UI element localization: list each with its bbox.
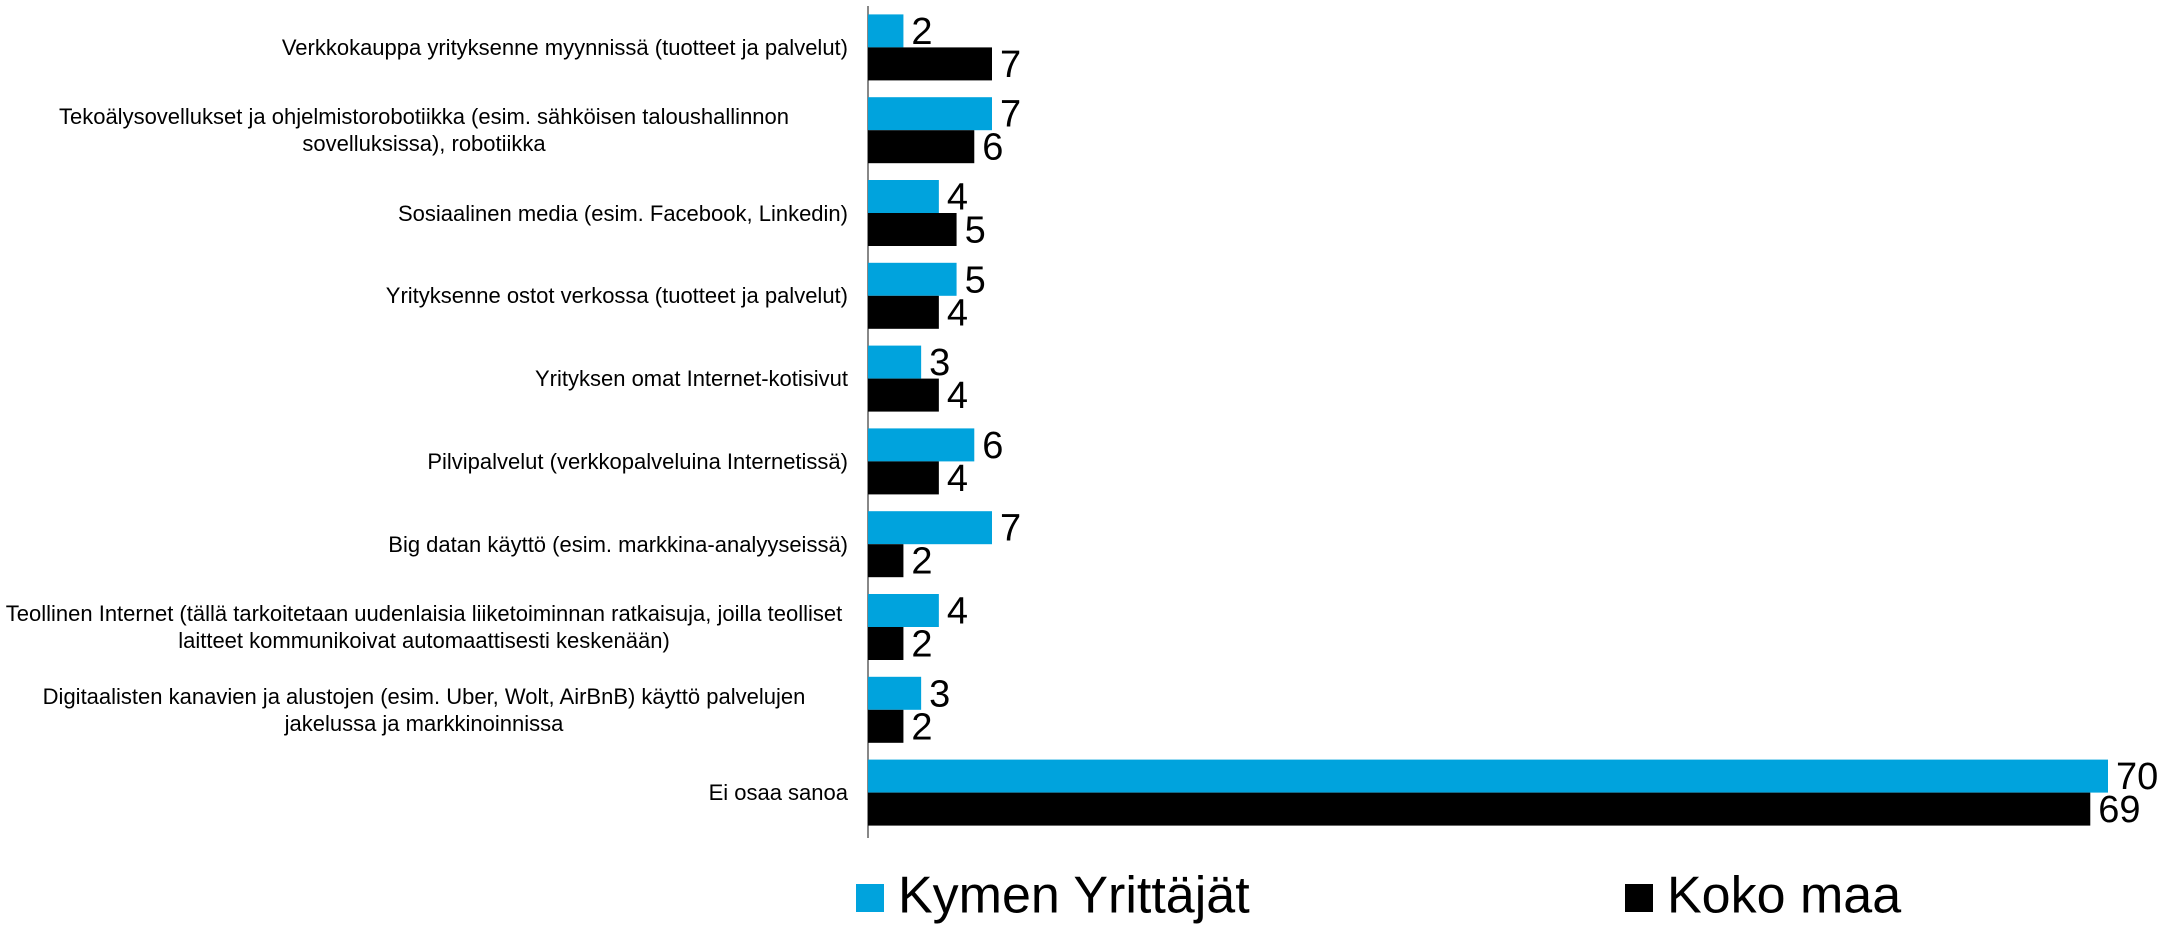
legend-swatch bbox=[1625, 884, 1653, 912]
legend-label: Kymen Yrittäjät bbox=[898, 867, 1250, 925]
value-label: 7 bbox=[1000, 44, 1021, 86]
value-label: 2 bbox=[911, 624, 932, 666]
bar bbox=[868, 213, 957, 246]
category-label-box: Teollinen Internet (tällä tarkoitetaan u… bbox=[0, 587, 848, 667]
y-tick-label: Yrityksenne ostot verkossa (tuotteet ja … bbox=[385, 283, 848, 309]
bar bbox=[868, 627, 904, 660]
bar bbox=[868, 511, 992, 545]
value-label: 70 bbox=[2116, 756, 2158, 798]
bar bbox=[868, 345, 922, 379]
y-tick-label: Pilvipalvelut (verkkopalveluina Internet… bbox=[427, 448, 848, 474]
value-label: 6 bbox=[982, 127, 1003, 169]
bar bbox=[868, 544, 904, 578]
bar bbox=[868, 461, 939, 495]
value-label: 2 bbox=[911, 541, 932, 583]
legend-swatch bbox=[856, 884, 884, 912]
y-tick-label: Sosiaalinen media (esim. Facebook, Linke… bbox=[397, 200, 848, 226]
value-label: 7 bbox=[1000, 508, 1021, 550]
bar bbox=[868, 295, 939, 329]
value-label: 7 bbox=[1000, 94, 1021, 136]
value-label: 69 bbox=[2098, 789, 2140, 831]
category-label-box: Yrityksenne ostot verkossa (tuotteet ja … bbox=[0, 256, 848, 336]
category-label-box: Digitaalisten kanavien ja alustojen (esi… bbox=[0, 670, 848, 750]
bar bbox=[868, 47, 992, 81]
value-label: 6 bbox=[982, 425, 1003, 467]
bar bbox=[868, 792, 2091, 826]
value-label: 3 bbox=[929, 342, 950, 384]
y-tick-label: Big datan käyttö (esim. markkina-analyys… bbox=[388, 531, 848, 557]
value-label: 4 bbox=[947, 177, 968, 219]
y-tick-label: Yrityksen omat Internet-kotisivut bbox=[534, 366, 848, 392]
value-label: 5 bbox=[965, 259, 986, 301]
value-label: 4 bbox=[947, 292, 968, 334]
legend-label: Koko maa bbox=[1667, 867, 1901, 925]
y-tick-label: Teollinen Internet (tällä tarkoitetaan u… bbox=[5, 601, 843, 653]
category-label-box: Sosiaalinen media (esim. Facebook, Linke… bbox=[0, 173, 848, 253]
category-label-box: Verkkokauppa yrityksenne myynnissä (tuot… bbox=[0, 7, 848, 87]
value-label: 2 bbox=[911, 11, 932, 53]
y-tick-label: Tekoälysovellukset ja ohjelmistorobotiik… bbox=[58, 104, 790, 157]
bar bbox=[868, 97, 992, 131]
category-label-box: Yrityksen omat Internet-kotisivut bbox=[0, 339, 848, 419]
bar bbox=[868, 180, 939, 213]
value-label: 5 bbox=[965, 210, 986, 252]
bar bbox=[868, 428, 975, 462]
bar bbox=[868, 759, 2108, 793]
bar bbox=[868, 594, 939, 627]
bar bbox=[868, 378, 939, 412]
bar bbox=[868, 262, 957, 296]
category-label-box: Pilvipalvelut (verkkopalveluina Internet… bbox=[0, 421, 848, 501]
bar bbox=[868, 676, 922, 710]
value-label: 2 bbox=[911, 706, 932, 748]
value-label: 4 bbox=[947, 375, 968, 417]
y-tick-label: Verkkokauppa yrityksenne myynnissä (tuot… bbox=[281, 34, 848, 60]
bar bbox=[868, 14, 904, 48]
bar bbox=[868, 709, 904, 743]
value-label: 3 bbox=[929, 673, 950, 715]
category-label-box: Big datan käyttö (esim. markkina-analyys… bbox=[0, 504, 848, 584]
category-label-box: Ei osaa sanoa bbox=[0, 753, 848, 833]
value-label: 4 bbox=[947, 458, 968, 500]
y-tick-label: Ei osaa sanoa bbox=[708, 780, 848, 806]
category-label-box: Tekoälysovellukset ja ohjelmistorobotiik… bbox=[0, 90, 848, 170]
y-tick-label: Digitaalisten kanavien ja alustojen (esi… bbox=[42, 683, 806, 736]
value-label: 4 bbox=[947, 591, 968, 633]
bar bbox=[868, 130, 975, 164]
